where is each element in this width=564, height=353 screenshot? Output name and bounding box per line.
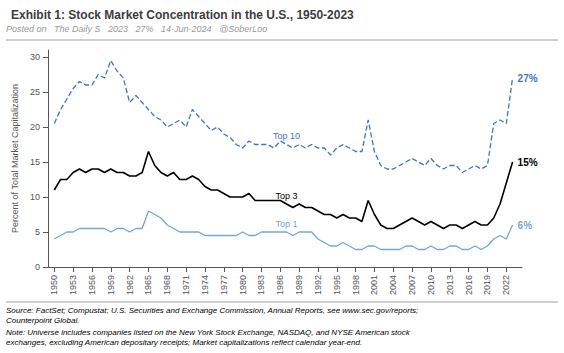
svg-text:2001: 2001 bbox=[369, 275, 379, 295]
svg-text:1965: 1965 bbox=[143, 275, 153, 295]
svg-text:2007: 2007 bbox=[407, 275, 417, 295]
svg-text:20: 20 bbox=[30, 122, 40, 132]
svg-text:Top 3: Top 3 bbox=[276, 191, 298, 201]
svg-text:10: 10 bbox=[30, 192, 40, 202]
svg-text:2004: 2004 bbox=[388, 275, 398, 295]
svg-text:1968: 1968 bbox=[162, 275, 172, 295]
svg-text:Top 1: Top 1 bbox=[276, 219, 298, 229]
svg-text:1986: 1986 bbox=[275, 275, 285, 295]
svg-text:1989: 1989 bbox=[294, 275, 304, 295]
svg-text:25: 25 bbox=[30, 87, 40, 97]
svg-text:1974: 1974 bbox=[200, 275, 210, 295]
svg-text:27%: 27% bbox=[518, 73, 538, 84]
svg-text:1992: 1992 bbox=[313, 275, 323, 295]
svg-text:1959: 1959 bbox=[106, 275, 116, 295]
svg-text:1977: 1977 bbox=[219, 275, 229, 295]
svg-text:Exhibit 1: Stock Market Concen: Exhibit 1: Stock Market Concentration in… bbox=[11, 8, 354, 22]
svg-text:1971: 1971 bbox=[181, 275, 191, 295]
svg-text:Top 10: Top 10 bbox=[273, 131, 300, 141]
svg-text:2013: 2013 bbox=[445, 275, 455, 295]
svg-text:Percent of Total Market Capita: Percent of Total Market Capitalization bbox=[10, 84, 20, 233]
svg-text:Counterpoint Global.: Counterpoint Global. bbox=[6, 316, 79, 325]
svg-text:6%: 6% bbox=[518, 220, 533, 231]
svg-text:0: 0 bbox=[35, 262, 40, 272]
svg-text:Posted on The Daily S 2023: Posted on The Daily S 2023 27% 14-Jun-20… bbox=[6, 24, 267, 34]
svg-text:1983: 1983 bbox=[256, 275, 266, 295]
svg-text:1998: 1998 bbox=[351, 275, 361, 295]
svg-text:Note: Universe includes compan: Note: Universe includes companies listed… bbox=[6, 328, 411, 337]
svg-text:30: 30 bbox=[30, 52, 40, 62]
svg-text:1953: 1953 bbox=[68, 275, 78, 295]
svg-text:1962: 1962 bbox=[125, 275, 135, 295]
svg-text:exchanges, excluding American: exchanges, excluding American depositary… bbox=[6, 338, 362, 347]
svg-text:15%: 15% bbox=[518, 157, 538, 168]
svg-text:1950: 1950 bbox=[49, 275, 59, 295]
svg-text:2016: 2016 bbox=[464, 275, 474, 295]
svg-text:2022: 2022 bbox=[501, 275, 511, 295]
svg-text:2010: 2010 bbox=[426, 275, 436, 295]
svg-text:Source: FactSet; Compustat; U.: Source: FactSet; Compustat; U.S. Securit… bbox=[6, 306, 418, 315]
svg-text:1995: 1995 bbox=[332, 275, 342, 295]
svg-text:2019: 2019 bbox=[482, 275, 492, 295]
svg-text:1980: 1980 bbox=[238, 275, 248, 295]
svg-text:1956: 1956 bbox=[87, 275, 97, 295]
svg-text:15: 15 bbox=[30, 157, 40, 167]
svg-text:5: 5 bbox=[35, 227, 40, 237]
